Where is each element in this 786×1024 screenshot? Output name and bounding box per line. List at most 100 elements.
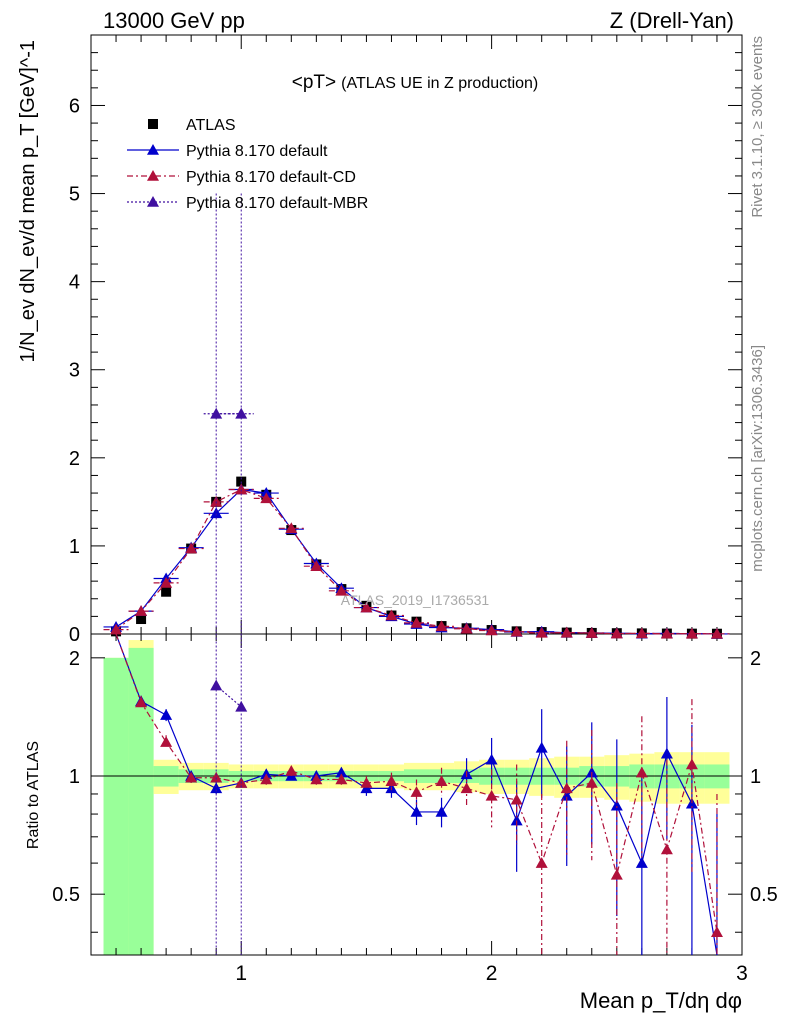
y-tick-label: 5 xyxy=(69,184,80,206)
series-ratio-point xyxy=(660,843,673,855)
series-point xyxy=(185,542,198,554)
series-point xyxy=(210,407,223,419)
series-point xyxy=(260,492,273,504)
series-ratio-point xyxy=(535,857,548,868)
series-ratio-point xyxy=(310,773,323,785)
y-tick-label: 6 xyxy=(69,95,80,117)
legend-marker xyxy=(147,144,159,155)
series-ratio-point xyxy=(335,773,348,785)
series-ratio-point xyxy=(510,814,523,826)
series-ratio-point xyxy=(610,868,623,880)
series-ratio-point xyxy=(660,747,673,759)
series-ratio-point xyxy=(560,782,573,794)
legend: ATLAS Pythia 8.170 default Pythia 8.170 de… xyxy=(127,117,368,212)
series-point xyxy=(685,627,698,639)
series-ratio-point xyxy=(460,782,473,794)
series-point xyxy=(235,483,248,495)
series-point xyxy=(235,407,248,419)
series-ratio-point xyxy=(610,799,623,811)
series-ratio-point xyxy=(485,789,498,801)
series-point xyxy=(310,560,323,571)
legend-label: Pythia 8.170 default xyxy=(186,143,328,160)
ratio-y-tick-label: 0.5 xyxy=(52,884,80,906)
series-ratio-point xyxy=(585,776,598,788)
series-ratio-point xyxy=(410,805,423,817)
data-point-atlas xyxy=(161,586,172,597)
series-point xyxy=(285,522,298,534)
series-line xyxy=(115,488,717,635)
ratio-y-tick-label: 1 xyxy=(69,766,80,788)
series-point xyxy=(585,627,598,638)
axis-ticks: 1 2 3 0 1 2 3 4 5 6 0.5 0.5 1 1 2 2 xyxy=(52,34,778,985)
series-ratio-point xyxy=(135,696,148,708)
series-ratio-point xyxy=(685,758,698,770)
x-tick-label: 3 xyxy=(736,962,748,985)
ratio-y-tick-label-right: 1 xyxy=(750,766,761,788)
data-point-atlas xyxy=(136,614,147,625)
series-point xyxy=(635,627,648,639)
series-point xyxy=(535,626,548,638)
ratio-y-tick-label: 2 xyxy=(69,648,80,670)
series-point xyxy=(710,627,723,639)
x-axis-label: Mean p_T/dη dφ xyxy=(580,988,742,1013)
series-ratio-point xyxy=(410,786,423,797)
y-tick-label: 2 xyxy=(69,448,80,470)
series-ratio-point xyxy=(435,775,448,787)
series-point xyxy=(160,576,173,588)
series-ratio-point xyxy=(635,857,648,868)
legend-marker xyxy=(147,170,159,181)
series-ratio-point xyxy=(385,775,398,787)
series-ratio-point xyxy=(485,753,498,765)
ratio-y-tick-label-right: 0.5 xyxy=(750,884,778,906)
mcplots-label: mcplots.cern.ch [arXiv:1306.3436] xyxy=(749,345,766,572)
ratio-y-tick-label-right: 2 xyxy=(750,648,761,670)
series-point xyxy=(335,584,348,596)
series-point xyxy=(210,495,223,507)
series-ratio-point xyxy=(710,926,723,938)
legend-label-atlas: ATLAS xyxy=(186,117,236,134)
x-tick-label: 1 xyxy=(235,962,247,985)
ratio-y-axis-label: Ratio to ATLAS xyxy=(25,741,42,849)
plot-title-main: <pT> xyxy=(292,72,336,93)
watermark: ATLAS_2019_I1736531 xyxy=(341,592,490,608)
series-ratio-point xyxy=(160,709,173,720)
series-point xyxy=(560,626,573,638)
series-ratio-point xyxy=(435,805,448,817)
series-point xyxy=(510,625,523,637)
y-tick-label: 1 xyxy=(69,536,80,558)
series-point xyxy=(460,622,473,634)
y-tick-label: 0 xyxy=(69,624,80,646)
series-point xyxy=(210,507,223,519)
series-point xyxy=(110,623,123,635)
rivet-label: Rivet 3.1.10, ≥ 300k events xyxy=(749,36,766,218)
series-ratio-point xyxy=(685,797,698,809)
band-stat xyxy=(103,657,129,955)
series-ratio-point xyxy=(210,782,223,794)
legend-marker-atlas xyxy=(148,119,158,129)
legend-label: Pythia 8.170 default-CD xyxy=(186,169,356,186)
series-2 xyxy=(203,407,254,712)
series-point xyxy=(385,609,398,621)
series-ratio-point xyxy=(160,736,173,747)
series-ratio-point xyxy=(210,679,223,691)
plot-title-sub: (ATLAS UE in Z production) xyxy=(341,75,538,92)
series-ratio-point xyxy=(510,793,523,805)
series-1 xyxy=(103,483,730,955)
series-0 xyxy=(103,483,730,956)
header-right: Z (Drell-Yan) xyxy=(610,8,734,33)
series-line xyxy=(115,488,717,635)
series-point xyxy=(360,601,373,613)
series-point xyxy=(135,605,148,616)
series-point xyxy=(410,616,423,628)
data-marks xyxy=(103,193,730,956)
series-point xyxy=(435,620,448,632)
series-ratio-point xyxy=(360,776,373,788)
y-tick-label: 3 xyxy=(69,360,80,382)
y-axis-label: 1/N_ev dN_ev/d mean p_T [GeV]^-1 xyxy=(17,40,39,363)
legend-label: Pythia 8.170 default-MBR xyxy=(186,195,368,212)
series-ratio-point xyxy=(285,764,298,776)
plot-title: <pT> (ATLAS UE in Z production) xyxy=(292,72,539,93)
series-ratio-point xyxy=(635,766,648,778)
y-tick-label: 4 xyxy=(69,272,80,294)
